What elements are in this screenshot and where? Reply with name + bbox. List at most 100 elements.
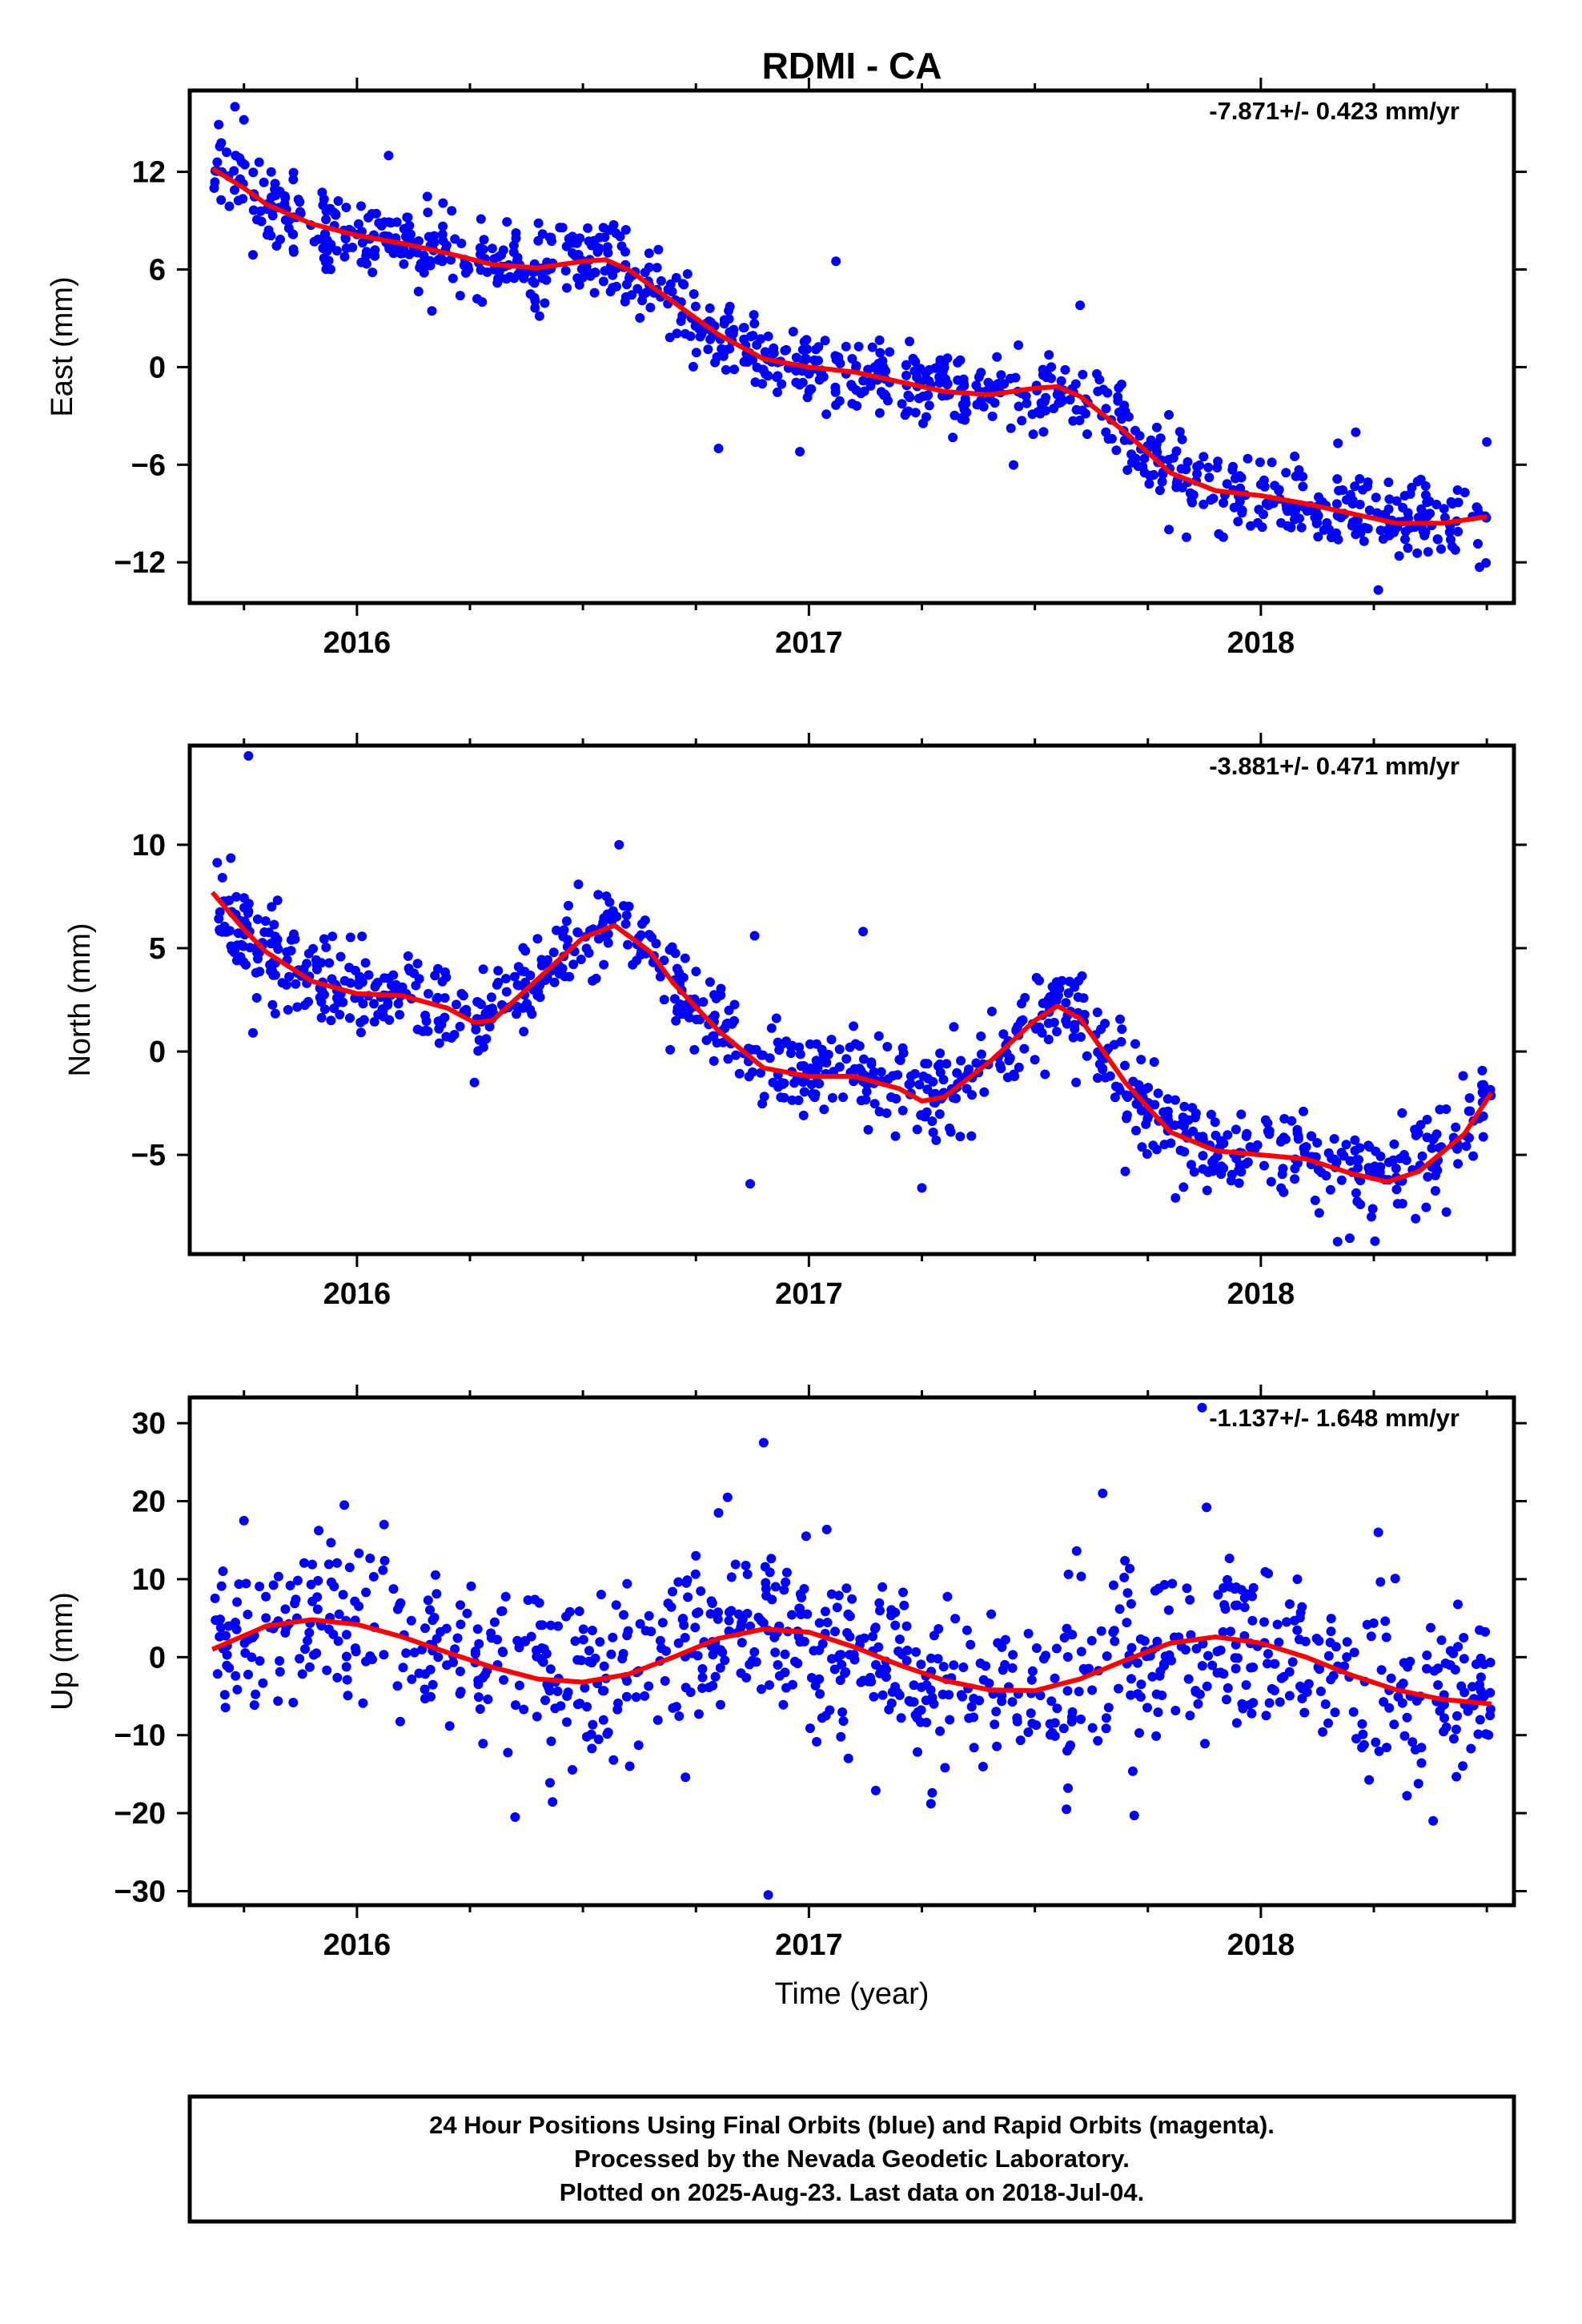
data-point [277, 978, 287, 988]
data-point [455, 291, 465, 301]
north-axis-label: North (mm) [63, 923, 97, 1076]
data-point [378, 1565, 388, 1575]
data-point [1162, 1094, 1173, 1104]
data-point [1484, 1730, 1494, 1740]
data-point [1170, 1706, 1181, 1715]
data-point [1314, 1208, 1324, 1218]
data-point [545, 1778, 555, 1788]
data-point [455, 1667, 465, 1677]
data-point [470, 1649, 480, 1659]
data-point [866, 1676, 877, 1687]
data-point [693, 1607, 704, 1618]
data-point [881, 1108, 892, 1118]
data-point [845, 1650, 855, 1660]
data-point [1023, 1727, 1034, 1737]
data-point [280, 1627, 291, 1638]
data-point [799, 1584, 809, 1594]
data-point [1241, 1131, 1251, 1141]
x-tick-label: 2016 [323, 1928, 391, 1962]
data-point [655, 1635, 665, 1646]
data-point [503, 1747, 513, 1758]
data-point [1137, 1142, 1147, 1152]
data-point [1326, 1614, 1336, 1624]
data-point [1049, 1017, 1059, 1027]
data-point [212, 858, 223, 868]
data-point [1342, 1652, 1352, 1663]
data-point [1182, 532, 1191, 542]
data-point [564, 1606, 575, 1617]
data-point [572, 927, 583, 938]
data-point [1101, 427, 1111, 437]
data-point [478, 244, 488, 255]
data-point [540, 298, 550, 308]
data-point [928, 1076, 938, 1087]
data-point [894, 1634, 905, 1644]
data-point [498, 245, 508, 255]
data-point [663, 1598, 673, 1609]
data-point [781, 1036, 792, 1047]
data-point [875, 1606, 885, 1616]
data-point [1453, 1159, 1464, 1169]
data-point [1043, 1035, 1054, 1044]
data-point [1482, 436, 1492, 447]
data-point [1359, 536, 1369, 546]
east-frame [187, 88, 1516, 605]
data-point [286, 935, 296, 945]
data-point [1485, 1687, 1496, 1698]
data-point [1407, 1737, 1418, 1747]
data-point [1035, 408, 1046, 419]
north-rate-label: -3.881+/- 0.471 mm/yr [1209, 752, 1460, 780]
data-point [1098, 384, 1109, 395]
data-point [508, 247, 519, 257]
data-point [437, 229, 448, 239]
data-point [964, 1713, 974, 1723]
data-point [804, 368, 814, 379]
data-point [825, 1705, 835, 1715]
data-point [935, 1068, 946, 1078]
data-point [1116, 1036, 1126, 1047]
data-point [1233, 517, 1243, 527]
data-point [995, 1059, 1005, 1070]
data-point [1122, 1618, 1132, 1628]
data-point [1038, 427, 1049, 437]
data-point [1334, 485, 1344, 496]
data-point [486, 992, 496, 1003]
data-point [231, 1624, 242, 1634]
y-tick-label: 5 [149, 932, 166, 966]
data-point [1436, 544, 1446, 554]
data-point [1370, 1236, 1380, 1246]
data-point [1062, 1623, 1072, 1634]
data-point [437, 1015, 448, 1025]
data-point [452, 999, 461, 1010]
data-point [1342, 1637, 1352, 1647]
data-point [231, 891, 242, 902]
data-point [761, 1590, 772, 1601]
data-point [529, 292, 540, 303]
data-point [690, 1622, 701, 1633]
data-point [1114, 1604, 1125, 1614]
data-point [1444, 1659, 1455, 1670]
data-point [1045, 991, 1055, 1002]
data-point [1046, 1696, 1057, 1707]
data-point [568, 1765, 577, 1775]
data-point [815, 1689, 825, 1699]
data-point [1412, 548, 1423, 558]
data-point [520, 1635, 530, 1646]
data-point [234, 1579, 244, 1590]
data-point [359, 1015, 369, 1025]
data-point [671, 1702, 681, 1712]
data-point [1078, 369, 1088, 380]
data-point [795, 447, 805, 456]
data-point [1267, 457, 1277, 468]
data-point [252, 914, 263, 924]
data-point [1223, 1130, 1233, 1140]
data-point [1391, 1184, 1402, 1195]
data-point [212, 157, 223, 167]
data-point [561, 916, 572, 927]
data-point [1458, 1761, 1468, 1771]
data-point [812, 1039, 822, 1049]
data-point [1129, 1811, 1139, 1820]
data-point [780, 1649, 790, 1659]
data-point [423, 1595, 433, 1606]
data-point [1314, 1636, 1324, 1646]
